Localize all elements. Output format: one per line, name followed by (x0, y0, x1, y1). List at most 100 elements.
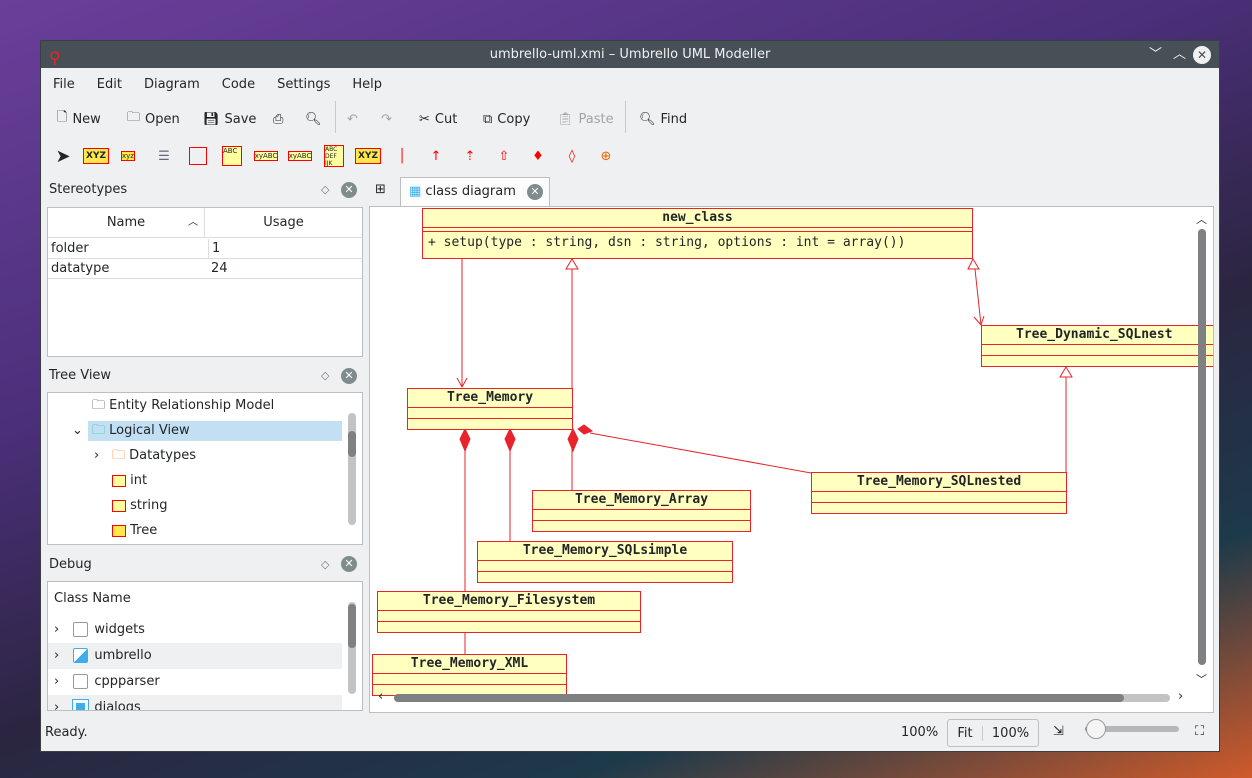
scroll-right-icon[interactable]: › (1178, 689, 1184, 704)
list-item[interactable]: › widgets (54, 622, 145, 637)
list-item[interactable]: › dialogs (48, 695, 342, 710)
entity-tool[interactable]: ABC DEF IJK (323, 145, 345, 167)
scrollbar-thumb[interactable] (1198, 229, 1206, 665)
menu-file[interactable]: File (53, 77, 75, 92)
package-tool[interactable]: XYZ (355, 145, 381, 167)
datatype-tool[interactable]: xyABC (253, 145, 279, 167)
collapse-arrow-icon[interactable]: › (94, 448, 100, 463)
print-button[interactable]: ⎙ (273, 109, 283, 129)
print-preview-button[interactable]: 🔍︎ (305, 109, 322, 129)
menu-help[interactable]: Help (352, 77, 383, 92)
package-icon: XYZ (355, 148, 381, 164)
table-row[interactable]: datatype 24 (48, 259, 362, 279)
fit-button[interactable]: Fit (948, 725, 983, 741)
close-panel-button[interactable]: ✕ (341, 368, 357, 384)
checkbox[interactable] (73, 622, 89, 637)
checkbox[interactable] (73, 674, 89, 689)
horizontal-scrollbar[interactable] (394, 694, 1170, 702)
folder-icon: 🗀 (92, 423, 110, 438)
diagram-canvas[interactable]: new_class + setup(type : string, dsn : st… (369, 206, 1214, 713)
tree-item[interactable]: 🗀 Entity Relationship Model (92, 396, 274, 416)
class-tree-memory-array[interactable]: Tree_Memory_Array (532, 490, 751, 532)
cut-button[interactable]: ✂ Cut (419, 109, 457, 129)
debug-panel-title: Debug (49, 557, 92, 572)
menu-settings[interactable]: Settings (277, 77, 331, 92)
close-panel-button[interactable]: ✕ (341, 182, 357, 198)
checkbox-checked[interactable] (72, 699, 90, 710)
class-tree-memory-filesystem[interactable]: Tree_Memory_Filesystem (377, 591, 641, 633)
scroll-up-icon[interactable]: ︿ (1196, 213, 1207, 226)
open-button[interactable]: 🗀 Open (127, 109, 180, 129)
table-row[interactable]: folder 1 (48, 239, 362, 259)
save-icon: 💾︎ (203, 111, 220, 127)
column-header-name[interactable]: Name ︿ (48, 208, 205, 238)
list-item[interactable]: › umbrello (48, 643, 342, 669)
undo-button[interactable]: ↶ (347, 109, 358, 129)
aggregation-tool[interactable]: ◊ (561, 145, 583, 167)
list-item[interactable]: › cppparser (54, 674, 160, 689)
column-header-usage[interactable]: Usage (205, 208, 362, 238)
generalization-tool[interactable]: ⇧ (493, 145, 515, 167)
association-tool[interactable]: │ (391, 145, 413, 167)
scroll-left-icon[interactable]: ‹ (378, 689, 384, 704)
close-tab-button[interactable]: ✕ (527, 184, 543, 200)
save-button[interactable]: 💾︎ Save (203, 109, 256, 129)
text-tool[interactable]: ☰ (153, 145, 175, 167)
scrollbar-thumb[interactable] (348, 431, 356, 457)
class-tree-memory[interactable]: Tree_Memory (407, 388, 573, 430)
vertical-scrollbar[interactable] (348, 602, 356, 694)
scroll-down-icon[interactable]: ﹀ (1196, 673, 1207, 686)
tree-item[interactable]: string (112, 496, 167, 516)
close-panel-button[interactable]: ✕ (341, 556, 357, 572)
slider-handle[interactable] (1086, 719, 1107, 739)
class-tree-memory-xml[interactable]: Tree_Memory_XML (372, 654, 567, 696)
close-window-button[interactable]: ✕ (1193, 46, 1211, 64)
expand-arrow-icon[interactable]: ⌄ (72, 423, 83, 438)
containment-tool[interactable]: ⊕ (595, 145, 617, 167)
tree-item[interactable]: Tree (112, 521, 157, 541)
class-tree-memory-sqlsimple[interactable]: Tree_Memory_SQLsimple (477, 541, 733, 583)
directed-association-tool[interactable]: ↑ (425, 145, 447, 167)
new-diagram-tab-button[interactable]: ⊞ (375, 182, 386, 197)
interface-tool[interactable]: ABC (221, 145, 243, 167)
composition-tool[interactable]: ♦ (527, 145, 549, 167)
column-header-class-name[interactable]: Class Name (54, 591, 131, 606)
checkbox-partial[interactable] (73, 648, 89, 663)
float-panel-icon[interactable]: ◇ (321, 369, 330, 382)
box-tool[interactable] (187, 145, 209, 167)
class-tree-memory-sqlnested[interactable]: Tree_Memory_SQLnested (811, 472, 1067, 514)
minimize-button[interactable]: ﹀ (1149, 47, 1163, 62)
copy-button[interactable]: ⧉ Copy (483, 109, 530, 129)
class-tool[interactable]: XYZ (83, 145, 109, 167)
tree-item[interactable]: int (112, 471, 147, 491)
vertical-scrollbar[interactable] (1198, 229, 1206, 665)
scrollbar-thumb[interactable] (348, 604, 356, 648)
find-label: Find (660, 111, 688, 127)
class-tree-dynamic-sqlnest[interactable]: Tree_Dynamic_SQLnest (981, 325, 1213, 367)
menu-code[interactable]: Code (221, 77, 256, 92)
template-tool[interactable]: xyz (117, 145, 139, 167)
zoom-100-button[interactable]: 100% (991, 725, 1030, 741)
scissors-icon: ✂ (419, 111, 430, 127)
vertical-scrollbar[interactable] (348, 413, 356, 525)
tree-item-selected[interactable]: 🗀 Logical View (88, 421, 342, 441)
zoom-out-icon[interactable]: ⇲ (1053, 724, 1064, 739)
class-new-class[interactable]: new_class + setup(type : string, dsn : st… (422, 208, 973, 259)
zoom-in-icon[interactable]: ⛶ (1195, 724, 1205, 739)
select-tool[interactable]: ➤ (52, 145, 74, 167)
redo-button[interactable]: ↷ (381, 109, 392, 129)
tree-item[interactable]: 🗀 Datatypes (112, 446, 196, 466)
float-panel-icon[interactable]: ◇ (321, 558, 330, 571)
menu-diagram[interactable]: Diagram (143, 77, 200, 92)
find-button[interactable]: 🔍︎ Find (639, 109, 687, 129)
new-button[interactable]: 🗋 New (57, 109, 101, 129)
zoom-slider[interactable] (1085, 719, 1179, 739)
menu-edit[interactable]: Edit (96, 77, 122, 92)
enum-tool[interactable]: xyABC (287, 145, 313, 167)
dependency-tool[interactable]: ⇡ (459, 145, 481, 167)
float-panel-icon[interactable]: ◇ (321, 183, 330, 196)
tab-class-diagram[interactable]: ▦ class diagram ✕ (400, 177, 550, 207)
paste-button[interactable]: 📋︎ Paste (557, 109, 614, 129)
maximize-button[interactable]: ︿ (1173, 47, 1187, 62)
scrollbar-thumb[interactable] (394, 694, 1124, 702)
